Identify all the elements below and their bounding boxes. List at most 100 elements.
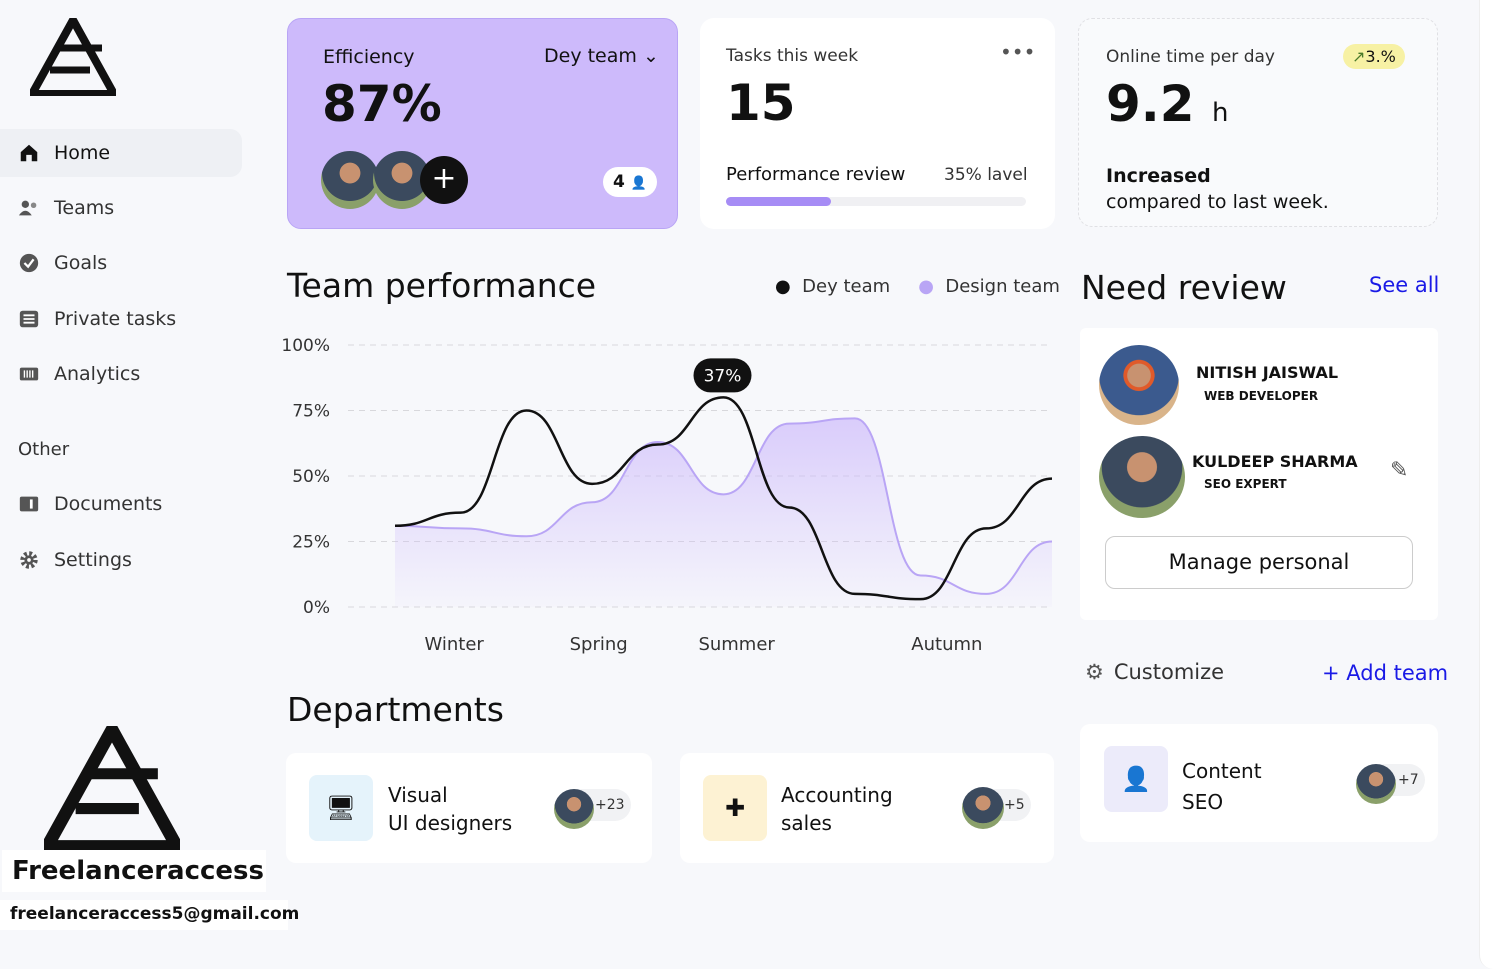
review-value: 35% lavel [944, 165, 1028, 185]
x-tick-label: Summer [698, 634, 775, 655]
review-progress-fill [726, 197, 831, 206]
sidebar-item-label: Analytics [54, 363, 141, 385]
legend-label: Dey team [802, 276, 891, 297]
sidebar-section-label: Other [18, 439, 70, 460]
chart-title: Team performance [287, 266, 597, 305]
tooltip-label: 37% [704, 366, 742, 386]
user-list-icon: 👤 [1104, 746, 1168, 812]
avatar [554, 789, 594, 829]
avatar [962, 787, 1004, 829]
sidebar-item-label: Goals [54, 252, 108, 274]
chart-legend: ● Dey team ● Design team [775, 276, 1060, 297]
y-tick-label: 75% [292, 402, 330, 422]
chevron-down-icon: ⌄ [642, 45, 659, 67]
department-card[interactable]: 🖥 Visual UI designers +23 [286, 753, 652, 863]
add-member-button[interactable]: + [420, 156, 468, 204]
legend-label: Design team [945, 276, 1060, 297]
x-tick-label: Winter [424, 634, 484, 655]
department-name: Accounting [781, 783, 893, 807]
efficiency-value: 87% [322, 75, 442, 133]
avatar [1099, 436, 1185, 518]
member-count-badge: 4 👤 [603, 167, 657, 197]
member-count: 4 [613, 172, 625, 192]
x-tick-label: Spring [570, 634, 628, 655]
team-performance-chart: 100% 75% 50% 25% 0% Winter Spring Summer Autumn 3… [281, 336, 1053, 655]
sidebar-item-label: Settings [54, 549, 132, 571]
y-tick-label: 50% [292, 467, 330, 487]
tasks-card: Tasks this week ••• 15 Performance revie… [700, 18, 1055, 229]
sidebar-item-label: Home [54, 142, 111, 164]
design-team-area [395, 418, 1052, 607]
person-name: NITISH JAISWAL [1196, 363, 1339, 382]
y-tick-label: 0% [303, 598, 330, 618]
sidebar-item-teams[interactable]: Teams [0, 184, 242, 232]
sidebar-item-label: Documents [54, 493, 163, 515]
brand-logo-icon [44, 726, 180, 850]
department-subname: UI designers [388, 811, 513, 835]
online-time-card: Online time per day ↗3.% 9.2 h Increased… [1078, 18, 1438, 227]
online-unit: h [1212, 98, 1229, 128]
brand-name: Freelanceraccess [2, 850, 266, 892]
sidebar-item-settings[interactable]: Settings [0, 536, 242, 584]
avatar [1099, 345, 1179, 425]
online-note: Increased compared to last week. [1106, 163, 1329, 215]
team-dropdown-label: Dey team [544, 45, 637, 67]
person-role: WEB DEVELOPER [1204, 389, 1319, 403]
sidebar-item-home[interactable]: Home [0, 129, 242, 177]
review-title: Need review [1081, 268, 1287, 307]
user-icon: 👤 [630, 176, 647, 191]
scrollbar[interactable] [1479, 0, 1493, 969]
y-tick-label: 100% [281, 336, 330, 356]
trend-up-icon: ↗ [1352, 47, 1366, 66]
avatar [1356, 764, 1396, 804]
review-card: NITISH JAISWAL WEB DEVELOPER KULDEEP SHA… [1080, 328, 1438, 620]
edit-icon[interactable]: ✎ [1390, 458, 1409, 483]
x-tick-label: Autumn [911, 634, 982, 655]
online-number: 9.2 [1106, 75, 1195, 133]
monitor-icon: 🖥 [309, 775, 373, 841]
check-circle-icon [19, 253, 39, 273]
online-value: 9.2 h [1106, 75, 1228, 133]
sidebar-item-label: Private tasks [54, 308, 177, 330]
sidebar-item-documents[interactable]: Documents [0, 480, 242, 528]
person-role: SEO EXPERT [1204, 477, 1287, 491]
person-name: KULDEEP SHARMA [1192, 452, 1358, 471]
department-name: Visual [388, 783, 448, 807]
department-subname: sales [781, 811, 832, 835]
departments-title: Departments [287, 690, 504, 729]
trend-value: 3.% [1365, 47, 1396, 66]
manage-personal-button[interactable]: Manage personal [1105, 536, 1413, 589]
more-options-icon[interactable]: ••• [1000, 40, 1036, 64]
customize-button[interactable]: ⚙ Customize [1085, 660, 1224, 684]
dey-team-line [394, 396, 1053, 601]
add-team-button[interactable]: + Add team [1322, 661, 1449, 685]
tasks-value: 15 [726, 74, 796, 132]
legend-item-design[interactable]: ● Design team [918, 276, 1060, 297]
logo-icon [30, 18, 116, 96]
sidebar-item-label: Teams [54, 197, 115, 219]
team-dropdown[interactable]: Dey team ⌄ [544, 45, 659, 67]
teams-icon [18, 200, 37, 216]
online-note-line2: compared to last week. [1106, 191, 1329, 213]
brand-email: freelanceraccess5@gmail.com [0, 900, 299, 930]
trend-badge: ↗3.% [1343, 44, 1405, 69]
customize-label: Customize [1113, 660, 1225, 684]
gear-icon: ⚙ [1085, 660, 1104, 684]
legend-item-dey[interactable]: ● Dey team [775, 276, 891, 297]
department-name: Content [1182, 759, 1262, 783]
sidebar-item-goals[interactable]: Goals [0, 239, 242, 287]
tasks-title: Tasks this week [726, 46, 859, 66]
see-all-link[interactable]: See all [1369, 273, 1440, 297]
plus-cross-icon: ✚ [703, 775, 767, 841]
review-progress-bar [726, 197, 1026, 206]
design-team-line [394, 417, 1053, 595]
department-card[interactable]: ✚ Accounting sales +5 [680, 753, 1054, 863]
avatar [321, 151, 379, 209]
efficiency-title: Efficiency [323, 46, 415, 68]
review-label: Performance review [726, 164, 906, 185]
home-icon [20, 144, 38, 162]
sidebar-item-analytics[interactable]: Analytics [0, 350, 242, 398]
sidebar-item-private-tasks[interactable]: Private tasks [0, 295, 242, 343]
department-card[interactable]: 👤 Content SEO +7 [1080, 724, 1438, 842]
department-subname: SEO [1182, 790, 1224, 814]
